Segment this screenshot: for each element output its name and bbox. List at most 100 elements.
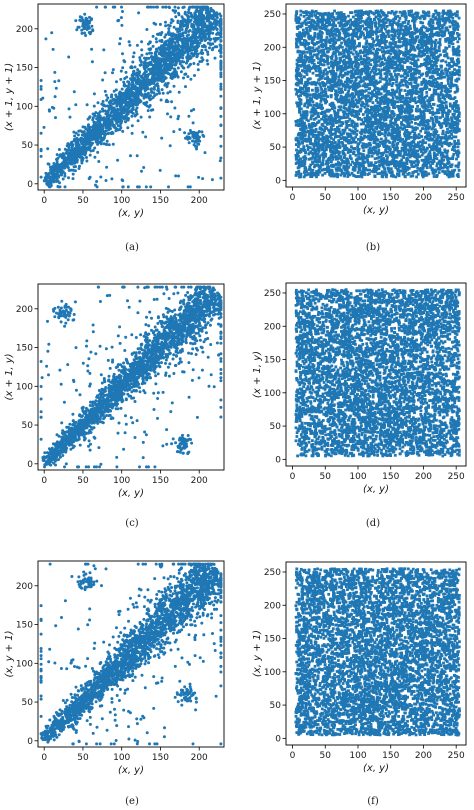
data-point bbox=[124, 90, 128, 94]
data-point bbox=[304, 47, 308, 51]
data-point bbox=[202, 5, 206, 9]
data-point bbox=[214, 36, 218, 40]
data-point bbox=[112, 124, 116, 128]
data-point bbox=[190, 39, 194, 43]
data-point bbox=[85, 159, 89, 163]
data-point bbox=[91, 29, 95, 33]
data-point bbox=[100, 125, 104, 129]
data-point bbox=[195, 136, 199, 140]
data-point bbox=[133, 65, 137, 69]
data-point bbox=[87, 21, 91, 25]
data-point bbox=[203, 39, 207, 42]
data-point bbox=[180, 64, 184, 68]
data-point bbox=[58, 181, 61, 185]
data-point bbox=[163, 35, 167, 39]
data-point bbox=[343, 88, 347, 91]
data-point bbox=[158, 168, 162, 172]
data-point bbox=[193, 74, 196, 77]
data-point bbox=[399, 25, 403, 29]
data-point bbox=[147, 56, 151, 60]
data-point bbox=[58, 185, 62, 189]
data-point bbox=[121, 10, 124, 13]
data-point bbox=[55, 169, 59, 173]
data-point bbox=[191, 23, 194, 27]
data-point bbox=[411, 114, 415, 118]
data-point bbox=[78, 164, 81, 168]
data-point bbox=[403, 15, 407, 19]
data-point bbox=[194, 32, 198, 35]
data-point bbox=[159, 98, 163, 102]
data-point bbox=[172, 59, 176, 63]
data-point bbox=[149, 5, 153, 9]
data-point bbox=[53, 80, 57, 84]
data-point bbox=[92, 92, 96, 96]
data-point bbox=[109, 104, 113, 108]
data-point bbox=[115, 80, 118, 84]
data-point bbox=[119, 69, 123, 73]
data-point bbox=[219, 22, 223, 26]
data-point bbox=[121, 129, 125, 133]
data-point bbox=[207, 11, 211, 15]
data-point bbox=[451, 157, 455, 160]
data-point bbox=[186, 137, 190, 141]
data-point bbox=[219, 114, 223, 118]
data-point bbox=[131, 111, 135, 115]
data-point bbox=[170, 100, 174, 104]
data-point bbox=[80, 28, 84, 32]
data-point bbox=[85, 132, 89, 136]
data-point bbox=[306, 50, 309, 54]
data-point bbox=[117, 116, 121, 120]
data-point bbox=[85, 147, 89, 151]
data-point bbox=[154, 47, 158, 51]
data-point bbox=[80, 159, 84, 163]
data-point bbox=[100, 102, 104, 106]
data-point bbox=[425, 51, 429, 54]
data-point bbox=[215, 13, 219, 17]
data-point bbox=[321, 173, 324, 177]
data-point bbox=[429, 37, 433, 41]
data-point bbox=[104, 5, 107, 9]
data-point bbox=[202, 18, 206, 21]
data-point bbox=[176, 27, 179, 31]
data-point bbox=[134, 113, 138, 117]
data-point bbox=[74, 103, 78, 107]
data-point bbox=[149, 108, 153, 112]
data-point bbox=[125, 110, 129, 114]
data-point bbox=[393, 42, 397, 46]
data-point bbox=[119, 77, 123, 81]
data-point bbox=[440, 156, 444, 160]
data-point bbox=[161, 44, 165, 47]
data-point bbox=[213, 39, 217, 43]
data-point bbox=[112, 89, 116, 93]
data-point bbox=[354, 153, 358, 157]
data-point bbox=[120, 23, 124, 27]
data-point bbox=[191, 36, 195, 40]
data-point bbox=[148, 115, 152, 119]
data-point bbox=[188, 129, 192, 132]
data-point bbox=[136, 185, 139, 189]
data-point bbox=[186, 75, 190, 79]
data-point bbox=[323, 77, 327, 80]
data-point bbox=[49, 171, 52, 175]
data-point bbox=[219, 82, 223, 86]
data-point bbox=[185, 56, 189, 60]
data-point bbox=[171, 8, 175, 12]
data-point bbox=[118, 42, 122, 46]
data-point bbox=[387, 11, 390, 14]
data-point bbox=[180, 33, 184, 37]
data-point bbox=[144, 135, 148, 139]
data-point bbox=[437, 171, 441, 174]
data-point bbox=[104, 179, 108, 182]
data-point bbox=[154, 37, 158, 41]
data-point bbox=[56, 174, 60, 178]
data-point bbox=[122, 111, 126, 115]
data-point bbox=[161, 91, 165, 95]
data-point bbox=[54, 116, 57, 120]
data-point bbox=[118, 90, 122, 94]
data-point bbox=[215, 45, 219, 49]
data-point bbox=[219, 44, 223, 48]
data-point bbox=[219, 51, 223, 55]
data-point bbox=[110, 130, 114, 134]
data-point bbox=[160, 80, 164, 83]
